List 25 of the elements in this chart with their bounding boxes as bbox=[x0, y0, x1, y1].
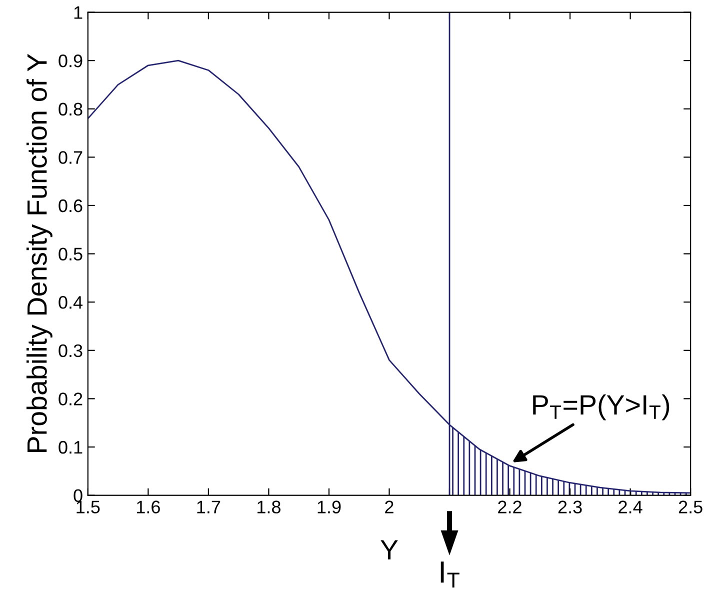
x-tick-label: 2.4 bbox=[618, 500, 642, 514]
y-tick-label: 0.5 bbox=[58, 248, 82, 260]
x-axis-title: Y bbox=[380, 540, 398, 560]
y-tick-label: 0.1 bbox=[58, 440, 82, 454]
y-tick-label: 0 bbox=[74, 489, 82, 502]
y-tick-label: 0.6 bbox=[58, 199, 82, 212]
annotation: P$_{T}$=P(Y>I$_{T}$) bbox=[533, 394, 670, 420]
y-tick-label: 0.7 bbox=[58, 151, 82, 164]
text: I$_{T}$ bbox=[440, 562, 460, 588]
y-tick-label: 0.9 bbox=[58, 54, 82, 68]
x-tick-label: 1.7 bbox=[197, 500, 220, 514]
y-tick-label: 0.2 bbox=[58, 392, 82, 406]
x-tick-label: 1.8 bbox=[258, 500, 280, 514]
y-tick-label: 0.4 bbox=[58, 296, 83, 309]
x-tick-label: 1.9 bbox=[318, 500, 341, 514]
x-tick-label: 2.3 bbox=[558, 500, 582, 514]
y-tick-label: 1 bbox=[74, 6, 82, 19]
y-tick-label: 0.8 bbox=[58, 102, 82, 116]
x-tick-label: 2.2 bbox=[498, 500, 522, 514]
x-tick-label: 1.6 bbox=[137, 500, 160, 514]
y-tick-label: 0.3 bbox=[58, 344, 82, 358]
y-axis-title: Probability Density Function of Y bbox=[26, 54, 52, 452]
x-tick-label: 1.5 bbox=[76, 500, 100, 514]
x-tick-label: 2 bbox=[385, 500, 394, 514]
x-tick-label: 2.5 bbox=[678, 500, 702, 514]
